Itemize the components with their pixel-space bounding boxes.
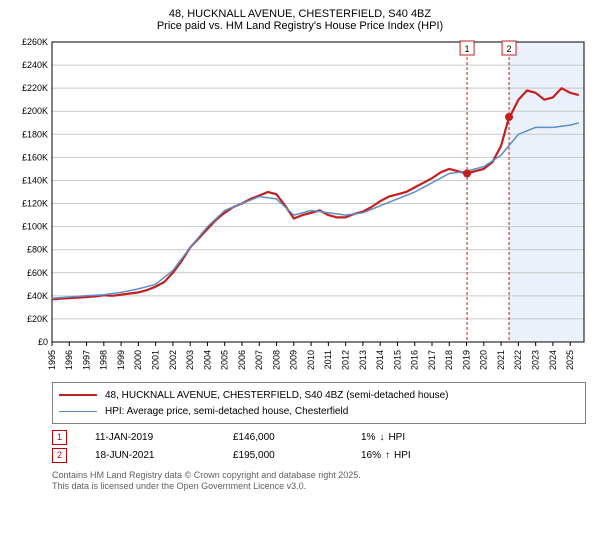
title-address: 48, HUCKNALL AVENUE, CHESTERFIELD, S40 4… <box>8 8 592 20</box>
svg-text:2019: 2019 <box>461 350 471 370</box>
line-chart: £0 £20K £40K £60K £80K £100K £120K £140K £160K £1… <box>8 36 590 376</box>
svg-text:2017: 2017 <box>427 350 437 370</box>
svg-text:1997: 1997 <box>81 350 91 370</box>
sale-diff: 16%↑HPI <box>361 450 411 461</box>
footer-line2: This data is licensed under the Open Gov… <box>52 481 592 492</box>
arrow-up-icon: ↑ <box>385 450 390 461</box>
svg-text:1998: 1998 <box>99 350 109 370</box>
title-block: 48, HUCKNALL AVENUE, CHESTERFIELD, S40 4… <box>8 8 592 32</box>
svg-text:1999: 1999 <box>116 350 126 370</box>
svg-text:2022: 2022 <box>513 350 523 370</box>
svg-text:1995: 1995 <box>47 350 57 370</box>
svg-text:£160K: £160K <box>22 152 48 162</box>
legend-swatch <box>59 411 97 412</box>
svg-text:1996: 1996 <box>64 350 74 370</box>
footer-line1: Contains HM Land Registry data © Crown c… <box>52 470 592 481</box>
legend: 48, HUCKNALL AVENUE, CHESTERFIELD, S40 4… <box>52 382 586 424</box>
sale-row: 2 18-JUN-2021 £195,000 16%↑HPI <box>52 446 592 464</box>
svg-text:£180K: £180K <box>22 129 48 139</box>
svg-text:2024: 2024 <box>548 350 558 370</box>
svg-text:£20K: £20K <box>27 314 48 324</box>
svg-text:£240K: £240K <box>22 60 48 70</box>
legend-label: 48, HUCKNALL AVENUE, CHESTERFIELD, S40 4… <box>105 390 448 401</box>
svg-text:2010: 2010 <box>306 350 316 370</box>
sale-date: 18-JUN-2021 <box>95 450 205 461</box>
legend-item: 48, HUCKNALL AVENUE, CHESTERFIELD, S40 4… <box>59 387 579 403</box>
svg-text:£120K: £120K <box>22 199 48 209</box>
svg-text:2007: 2007 <box>254 350 264 370</box>
svg-text:2012: 2012 <box>341 350 351 370</box>
svg-text:2011: 2011 <box>323 350 333 369</box>
sale-diff: 1%↓HPI <box>361 432 405 443</box>
svg-text:£0: £0 <box>38 337 48 347</box>
svg-text:2016: 2016 <box>410 350 420 370</box>
svg-text:£60K: £60K <box>27 268 48 278</box>
chart-area: £0 £20K £40K £60K £80K £100K £120K £140K £160K £1… <box>8 36 590 376</box>
sale-row: 1 11-JAN-2019 £146,000 1%↓HPI <box>52 428 592 446</box>
svg-text:£200K: £200K <box>22 106 48 116</box>
sale-date: 11-JAN-2019 <box>95 432 205 443</box>
sale-index-box: 2 <box>52 448 67 463</box>
svg-text:2005: 2005 <box>220 350 230 370</box>
title-sub: Price paid vs. HM Land Registry's House … <box>8 20 592 32</box>
legend-item: HPI: Average price, semi-detached house,… <box>59 403 579 419</box>
svg-text:2004: 2004 <box>202 350 212 370</box>
svg-text:2009: 2009 <box>289 350 299 370</box>
svg-text:2006: 2006 <box>237 350 247 370</box>
svg-text:2021: 2021 <box>496 350 506 370</box>
legend-label: HPI: Average price, semi-detached house,… <box>105 406 348 417</box>
svg-text:2018: 2018 <box>444 350 454 370</box>
svg-text:2003: 2003 <box>185 350 195 370</box>
svg-text:2014: 2014 <box>375 350 385 370</box>
sale-price: £195,000 <box>233 450 333 461</box>
svg-text:2001: 2001 <box>151 350 161 370</box>
svg-text:2020: 2020 <box>479 350 489 370</box>
svg-text:2025: 2025 <box>565 350 575 370</box>
svg-text:£220K: £220K <box>22 83 48 93</box>
legend-swatch <box>59 394 97 396</box>
svg-text:2023: 2023 <box>531 350 541 370</box>
sale-price: £146,000 <box>233 432 333 443</box>
svg-text:£40K: £40K <box>27 291 48 301</box>
svg-text:2: 2 <box>507 44 512 54</box>
svg-text:£100K: £100K <box>22 222 48 232</box>
svg-text:2013: 2013 <box>358 350 368 370</box>
svg-text:£140K: £140K <box>22 175 48 185</box>
sales-table: 1 11-JAN-2019 £146,000 1%↓HPI 2 18-JUN-2021 £1… <box>52 428 592 464</box>
svg-text:£260K: £260K <box>22 37 48 47</box>
svg-text:2008: 2008 <box>271 350 281 370</box>
footer: Contains HM Land Registry data © Crown c… <box>52 470 592 493</box>
svg-text:£80K: £80K <box>27 245 48 255</box>
sale-index-box: 1 <box>52 430 67 445</box>
svg-text:2002: 2002 <box>168 350 178 370</box>
svg-text:2015: 2015 <box>392 350 402 370</box>
chart-container: 48, HUCKNALL AVENUE, CHESTERFIELD, S40 4… <box>0 0 600 560</box>
arrow-down-icon: ↓ <box>379 432 384 443</box>
svg-text:2000: 2000 <box>133 350 143 370</box>
svg-text:1: 1 <box>465 44 470 54</box>
